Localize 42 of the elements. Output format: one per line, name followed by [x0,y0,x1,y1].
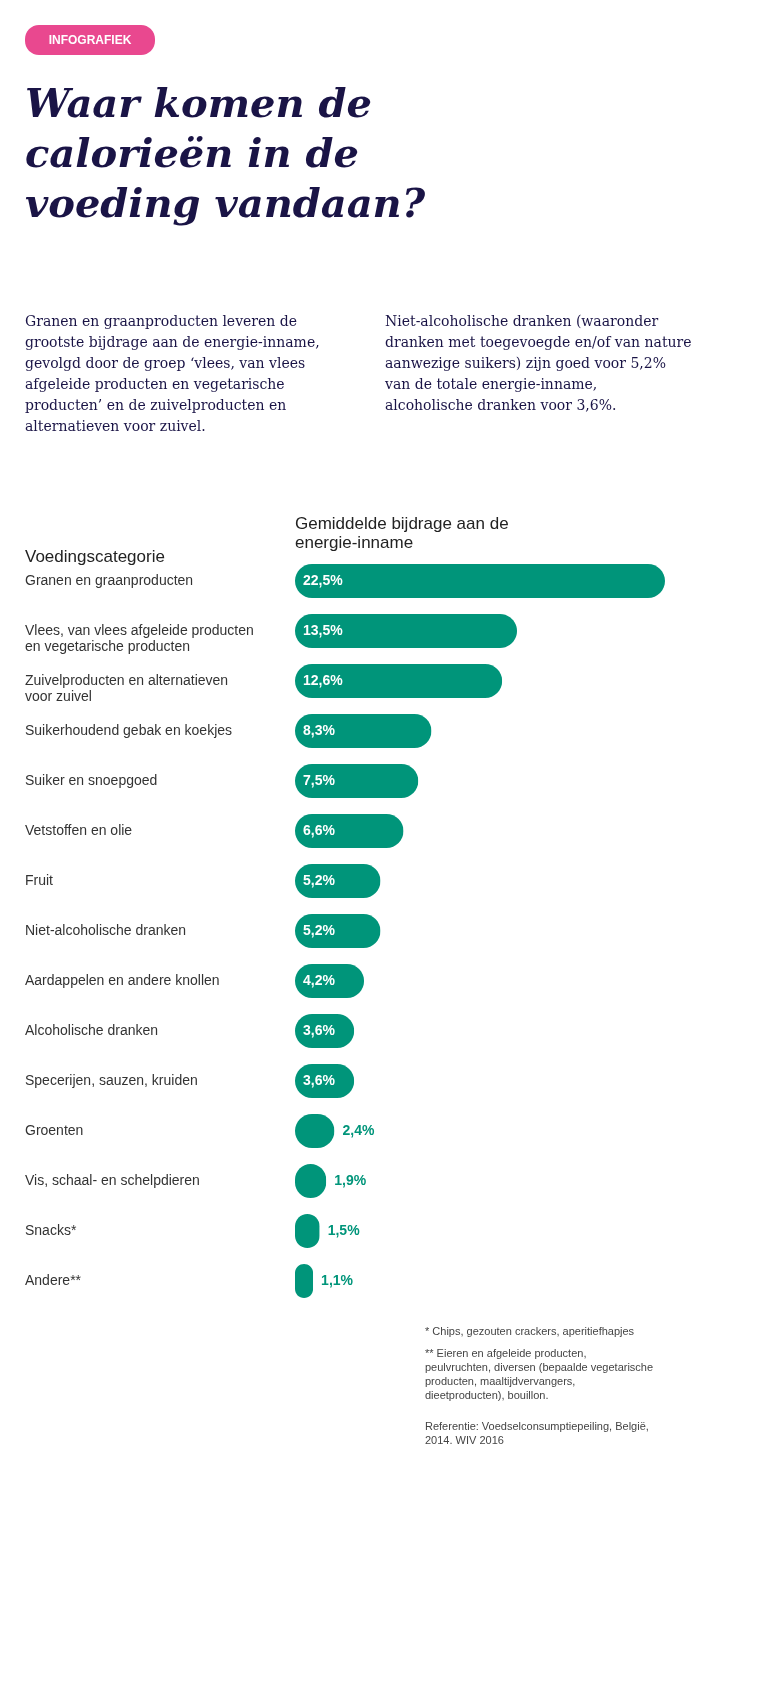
data-label: 13,5% [303,622,344,638]
y-tick-label: Andere** [25,1272,82,1288]
text: Referentie: Voedselconsumptiepeiling, België, 2014. WIV 2016 [425,1420,649,1446]
y-tick-label: Specerijen, sauzen, kruiden [25,1072,198,1088]
y-tick-label: Niet-alcoholische dranken [25,922,187,938]
y-tick-label: Suikerhoudend gebak en koekjes [25,722,233,738]
y-tick-label: Aardappelen en andere knollen [25,972,220,988]
y-tick-label: Groenten [25,1122,84,1138]
y-tick-label: Snacks* [25,1222,77,1238]
data-label: 22,5% [303,572,344,588]
y-tick-label: Vlees, van vlees afgeleide producten en vegetarische producten [25,622,254,654]
bar [295,614,517,648]
data-label: 5,2% [303,872,336,888]
data-label: 12,6% [303,672,344,688]
data-label: 1,1% [321,1272,354,1288]
text: Niet-alcoholische dranken (waaronder dranken met toegevoegde en/of van nature aanwezige suikers) zijn goed voor 5,2% van de totale energie-inname, alcoholische dranken voor 3,6%. [384,313,692,413]
y-tick-label: Vetstoffen en olie [25,822,133,838]
data-label: 5,2% [303,922,336,938]
y-tick-label: Vis, schaal- en schelpdieren [25,1172,200,1188]
x-axis-title: Gemiddelde bijdrage aan de energie-inname [295,514,509,552]
text: INFOGRAFIEK [48,33,132,47]
data-label: 1,9% [334,1172,367,1188]
data-label: 3,6% [303,1072,336,1088]
data-label: 6,6% [303,822,336,838]
text: ** Eieren en afgeleide producten, peulvruchten, diversen (bepaalde vegetarische producten, maaltijdvervangers, dieetproducten), bouillon. [425,1347,654,1401]
data-label: 1,5% [327,1222,361,1238]
text: Granen en graanproducten leveren de grootste bijdrage aan de energie-inname, gevolgd door de groep ‘vlees, van vlees afgeleide producten en vegetarische producten’ en de zuivelproducten en alternatieven voor zuivel. [25,313,320,434]
y-axis-title: Voedingscategorie [25,547,165,566]
bar [295,564,665,598]
data-label: 3,6% [303,1022,336,1038]
text: * Chips, gezouten crackers, aperitiefhapjes [425,1325,635,1337]
y-tick-label: Zuivelproducten en alternatieven voor zuivel [25,672,229,704]
chart-title: Waar komen de calorieën in de voeding vandaan? [25,79,426,226]
data-label: 8,3% [303,722,336,738]
data-label: 4,2% [303,972,336,988]
data-label: 2,4% [342,1122,375,1138]
y-tick-label: Alcoholische dranken [25,1022,159,1038]
y-tick-label: Suiker en snoepgoed [25,772,158,788]
data-label: 7,5% [303,772,336,788]
bar [295,664,503,698]
y-tick-label: Granen en graanproducten [25,572,194,588]
y-tick-label: Fruit [25,872,54,888]
